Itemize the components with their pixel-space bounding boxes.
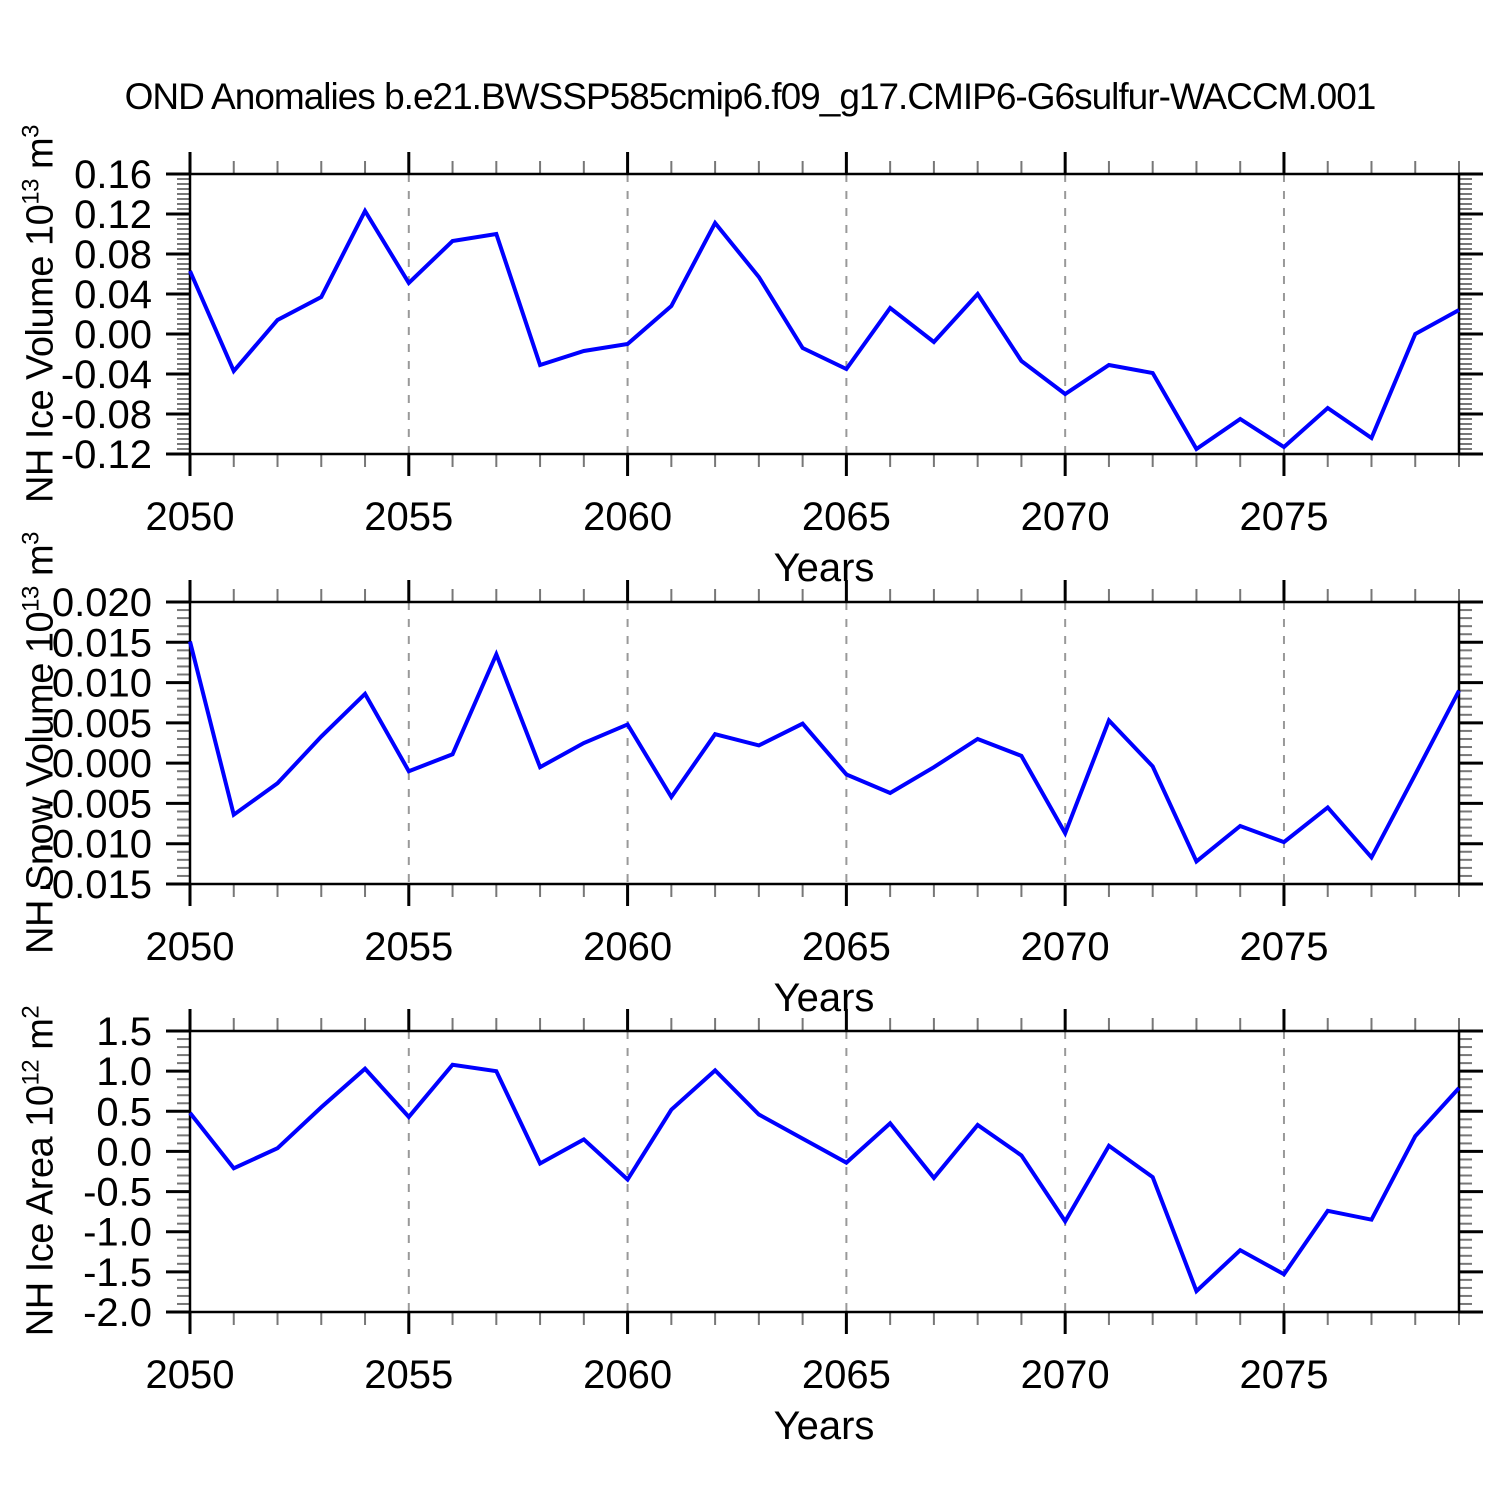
x-tick-label: 2070 xyxy=(1021,1353,1110,1397)
unit: m xyxy=(19,1018,62,1060)
y-tick-label: -0.5 xyxy=(83,1171,152,1215)
y-axis-label-snow-volume: NH Snow Volume 1013 m3 xyxy=(18,532,63,954)
y-tick-label: 1.5 xyxy=(96,1010,152,1054)
x-axis-title-panel2: Years xyxy=(773,976,875,1020)
y-axis-label-text: NH Snow Volume 10 xyxy=(19,611,62,954)
x-tick-label: 2050 xyxy=(146,495,235,539)
x-axis-title-panel1: Years xyxy=(773,546,875,590)
plot-frame xyxy=(188,1029,1461,1314)
y-tick-label: -0.04 xyxy=(61,353,152,397)
y-tick-label: 0.08 xyxy=(74,233,152,277)
y-tick-label: 0.010 xyxy=(52,662,152,706)
x-tick-label: 2060 xyxy=(583,925,672,969)
plot-frame xyxy=(188,600,1461,886)
data-line xyxy=(188,206,1460,452)
y-tick-label: 0.00 xyxy=(74,313,152,357)
y-tick-label: -0.12 xyxy=(61,433,152,477)
x-tick-label: 2070 xyxy=(1021,495,1110,539)
y-tick-label: 1.0 xyxy=(96,1050,152,1094)
unit-exponent: 3 xyxy=(17,532,45,545)
y-axis-label-ice-area: NH Ice Area 1012 m2 xyxy=(18,1006,63,1336)
y-tick-label: -1.5 xyxy=(83,1251,152,1295)
x-tick-label: 2075 xyxy=(1239,495,1328,539)
y-tick-label: -1.0 xyxy=(83,1211,152,1255)
x-tick-label: 2065 xyxy=(802,1353,891,1397)
y-tick-label: -0.010 xyxy=(39,823,152,867)
x-tick-label: 2065 xyxy=(802,925,891,969)
exponent: 12 xyxy=(17,1059,45,1086)
y-tick-label: -0.015 xyxy=(39,863,152,907)
plot-frame xyxy=(188,172,1461,456)
x-tick-label: 2075 xyxy=(1239,1353,1328,1397)
unit: m xyxy=(19,544,62,587)
unit-exponent: 2 xyxy=(17,1005,45,1019)
x-tick-label: 2055 xyxy=(364,925,453,969)
x-tick-label: 2060 xyxy=(583,1353,672,1397)
data-line xyxy=(188,1062,1461,1295)
x-tick-label: 2060 xyxy=(583,495,672,539)
x-tick-label: 2050 xyxy=(146,1353,235,1397)
y-tick-label: 0.16 xyxy=(74,153,152,197)
y-axis-label-ice-volume: NH Ice Volume 1013 m3 xyxy=(18,125,63,503)
data-line xyxy=(188,640,1461,865)
y-tick-label: -0.005 xyxy=(39,782,152,826)
y-tick-label: 0.5 xyxy=(96,1090,152,1134)
x-tick-label: 2055 xyxy=(364,1353,453,1397)
unit-exponent: 3 xyxy=(17,124,45,138)
y-axis-label-text: NH Ice Area 10 xyxy=(19,1085,62,1337)
y-tick-label: 0.0 xyxy=(96,1130,152,1174)
y-tick-label: 0.005 xyxy=(52,702,152,746)
y-axis-label-text: NH Ice Volume 10 xyxy=(19,204,62,504)
exponent: 13 xyxy=(17,179,45,205)
x-tick-label: 2050 xyxy=(146,925,235,969)
y-tick-label: -0.08 xyxy=(61,393,152,437)
y-tick-label: 0.000 xyxy=(52,742,152,786)
x-tick-label: 2065 xyxy=(802,495,891,539)
x-tick-label: 2070 xyxy=(1021,925,1110,969)
y-tick-label: -2.0 xyxy=(83,1291,152,1335)
y-tick-label: 0.04 xyxy=(74,273,152,317)
x-axis-title-panel3: Years xyxy=(773,1404,875,1448)
unit: m xyxy=(19,137,62,180)
x-tick-label: 2055 xyxy=(364,495,453,539)
y-tick-label: 0.12 xyxy=(74,193,152,237)
y-tick-label: 0.015 xyxy=(52,621,152,665)
x-tick-label: 2075 xyxy=(1239,925,1328,969)
page-title: OND Anomalies b.e21.BWSSP585cmip6.f09_g1… xyxy=(124,76,1377,117)
y-tick-label: 0.020 xyxy=(52,581,152,625)
exponent: 13 xyxy=(17,586,45,612)
